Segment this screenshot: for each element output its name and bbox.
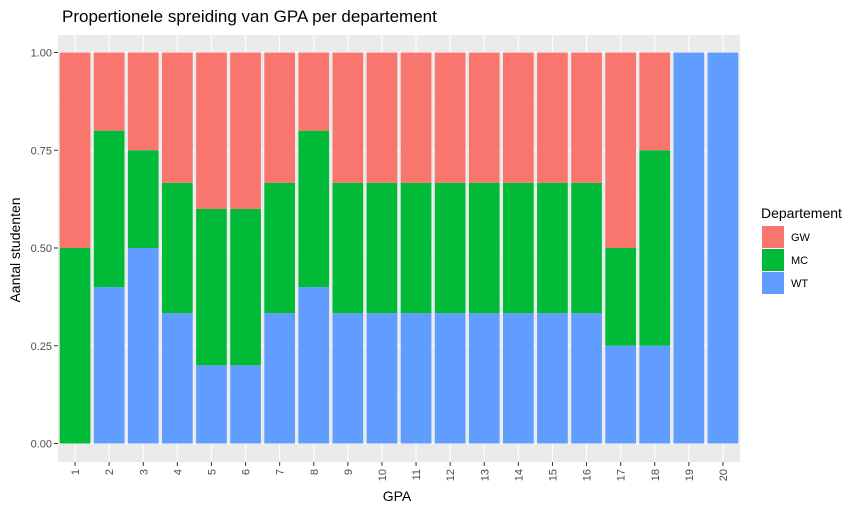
- legend-key-wt: [762, 272, 784, 294]
- bar-segment-mc: [537, 182, 568, 314]
- x-tick-label: 13: [479, 469, 491, 481]
- x-tick-label: 14: [513, 469, 525, 481]
- bar-segment-gw: [639, 52, 671, 151]
- bar-segment-mc: [400, 182, 432, 314]
- x-axis-title: GPA: [383, 488, 412, 504]
- y-tick-label: 1.00: [31, 48, 52, 60]
- bar-segment-wt: [196, 365, 227, 444]
- x-tick-label: 1: [70, 469, 82, 475]
- x-tick-label: 10: [377, 469, 389, 481]
- bar-segment-wt: [230, 365, 261, 444]
- bar-segment-wt: [639, 345, 671, 444]
- x-tick-label: 16: [582, 469, 594, 481]
- bar-segment-wt: [162, 313, 193, 444]
- x-tick-label: 4: [172, 469, 184, 475]
- bar-segment-gw: [230, 52, 261, 209]
- y-tick-label: 0.25: [31, 341, 52, 353]
- bar-segment-wt: [571, 313, 602, 444]
- bar-segment-mc: [639, 150, 671, 346]
- x-tick-label: 19: [684, 469, 696, 481]
- bar-segment-mc: [332, 182, 364, 314]
- bar-segment-mc: [366, 182, 398, 314]
- bar-segment-gw: [503, 52, 534, 183]
- bar-segment-wt: [264, 313, 295, 444]
- bar-segment-gw: [127, 52, 159, 151]
- bar-segment-wt: [673, 52, 705, 444]
- bars: [59, 52, 739, 444]
- bar-segment-wt: [366, 313, 398, 444]
- chart-title: Propertionele spreiding van GPA per depa…: [62, 7, 437, 26]
- bar-segment-gw: [162, 52, 193, 183]
- bar-segment-mc: [93, 130, 125, 288]
- x-tick-label: 17: [616, 469, 628, 481]
- bar-segment-gw: [605, 52, 636, 248]
- bar-segment-gw: [537, 52, 568, 183]
- x-tick-label: 3: [138, 469, 150, 475]
- bar-segment-gw: [298, 52, 330, 131]
- x-tick-label: 18: [650, 469, 662, 481]
- legend-key-gw: [762, 226, 784, 248]
- legend-label: GW: [791, 232, 811, 244]
- bar-segment-mc: [264, 182, 295, 314]
- legend: Departement GW MC WT: [761, 205, 842, 294]
- bar-segment-mc: [230, 208, 261, 366]
- bar-segment-gw: [332, 52, 364, 183]
- x-tick-label: 11: [411, 469, 423, 480]
- bar-segment-mc: [605, 248, 636, 346]
- bar-segment-gw: [366, 52, 398, 183]
- bar-segment-wt: [605, 345, 636, 444]
- bar-segment-gw: [264, 52, 295, 183]
- bar-segment-gw: [571, 52, 602, 183]
- legend-title: Departement: [761, 205, 842, 221]
- y-tick-label: 0.75: [31, 145, 52, 157]
- y-tick-label: 0.50: [31, 243, 52, 255]
- bar-segment-mc: [434, 182, 466, 314]
- bar-segment-wt: [434, 313, 466, 444]
- bar-segment-mc: [127, 150, 159, 248]
- bar-segment-gw: [400, 52, 432, 183]
- bar-segment-mc: [571, 182, 602, 314]
- x-tick-label: 9: [343, 469, 355, 475]
- bar-segment-wt: [537, 313, 568, 444]
- bar-segment-gw: [93, 52, 125, 131]
- y-axis: 0.00 0.25 0.50 0.75 1.00: [31, 48, 58, 451]
- bar-segment-mc: [298, 130, 330, 288]
- bar-segment-mc: [162, 182, 193, 314]
- legend-key-mc: [762, 249, 784, 271]
- bar-segment-mc: [59, 248, 91, 444]
- x-tick-label: 20: [718, 469, 730, 481]
- y-axis-title: Aantal studenten: [7, 197, 23, 302]
- bar-segment-wt: [503, 313, 534, 444]
- bar-segment-wt: [707, 52, 739, 444]
- x-tick-label: 7: [275, 469, 287, 475]
- bar-segment-wt: [332, 313, 364, 444]
- x-tick-label: 2: [104, 469, 116, 475]
- bar-segment-wt: [468, 313, 500, 444]
- bar-segment-wt: [93, 287, 125, 444]
- x-tick-label: 12: [445, 469, 457, 481]
- bar-segment-gw: [59, 52, 91, 248]
- bar-segment-mc: [503, 182, 534, 314]
- bar-segment-gw: [196, 52, 227, 209]
- x-tick-label: 8: [309, 469, 321, 475]
- x-tick-label: 15: [547, 469, 559, 481]
- x-tick-label: 6: [241, 469, 253, 475]
- bar-segment-wt: [400, 313, 432, 444]
- x-tick-label: 5: [206, 469, 218, 475]
- legend-label: WT: [791, 278, 808, 290]
- y-tick-label: 0.00: [31, 439, 52, 451]
- legend-label: MC: [791, 255, 808, 267]
- bar-segment-mc: [468, 182, 500, 314]
- bar-segment-gw: [434, 52, 466, 183]
- bar-segment-gw: [468, 52, 500, 183]
- bar-segment-wt: [298, 287, 330, 444]
- bar-segment-wt: [127, 248, 159, 444]
- x-axis: 1 2 3 4 5 6 7 8 9 10 11 12 13 14 15 16 17 18 19 20: [70, 462, 730, 481]
- bar-segment-mc: [196, 208, 227, 366]
